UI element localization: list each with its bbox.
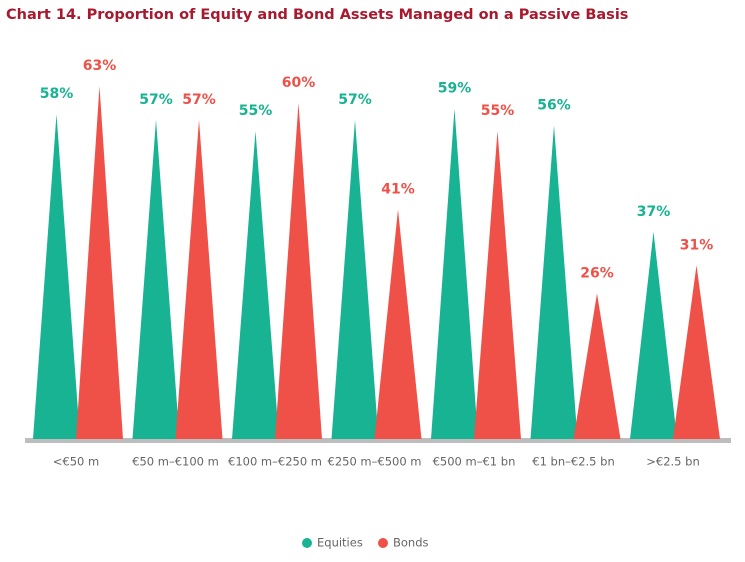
value-label: 59% [438, 81, 472, 97]
value-label: 57% [182, 92, 216, 108]
value-label: 57% [139, 92, 173, 108]
bond-spike [573, 293, 621, 439]
bond-spike [474, 131, 521, 439]
equity-spike [530, 125, 578, 440]
equity-spike [232, 131, 279, 439]
value-label: 55% [239, 103, 273, 119]
bond-spike [175, 119, 223, 440]
value-label: 37% [637, 204, 671, 220]
x-tick-label: €100 m–€250 m [228, 455, 322, 469]
value-label: 26% [580, 265, 614, 281]
bond-spike [76, 86, 123, 439]
value-label: 55% [481, 103, 515, 119]
bond-spike [275, 103, 322, 439]
equity-spike [630, 231, 677, 439]
equity-spike [33, 114, 80, 439]
legend-swatch [378, 538, 388, 548]
value-label: 56% [537, 97, 571, 113]
x-tick-label: €50 m–€100 m [132, 455, 219, 469]
legend-swatch [302, 538, 312, 548]
x-tick-label: >€2.5 bn [646, 455, 700, 469]
equity-spike [331, 119, 379, 440]
x-tick-label: €500 m–€1 bn [433, 455, 516, 469]
legend-label: Equities [317, 536, 363, 550]
value-label: 31% [680, 237, 714, 253]
legend-label: Bonds [393, 536, 429, 550]
value-label: 41% [381, 181, 415, 197]
value-label: 63% [83, 58, 117, 74]
value-label: 58% [40, 86, 74, 102]
bond-spike [374, 209, 422, 439]
x-tick-label: €1 bn–€2.5 bn [532, 455, 614, 469]
value-label: 57% [338, 92, 372, 108]
baseline [25, 438, 731, 443]
x-tick-label: <€50 m [53, 455, 99, 469]
x-tick-label: €250 m–€500 m [328, 455, 422, 469]
equity-spike [132, 119, 180, 440]
chart-title: Chart 14. Proportion of Equity and Bond … [6, 7, 628, 23]
equity-spike [431, 108, 478, 439]
value-label: 60% [282, 75, 316, 91]
bond-spike [673, 265, 720, 439]
